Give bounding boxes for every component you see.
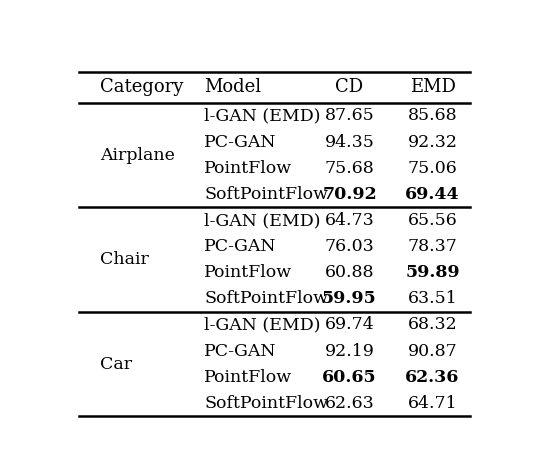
Text: 75.68: 75.68 <box>325 160 374 177</box>
Text: l-GAN (EMD): l-GAN (EMD) <box>204 108 321 125</box>
Text: PC-GAN: PC-GAN <box>204 343 277 359</box>
Text: Category: Category <box>100 79 184 96</box>
Text: 62.63: 62.63 <box>325 395 374 412</box>
Text: SoftPointFlow: SoftPointFlow <box>204 290 328 307</box>
Text: 85.68: 85.68 <box>408 108 457 125</box>
Text: PointFlow: PointFlow <box>204 264 292 281</box>
Text: PC-GAN: PC-GAN <box>204 238 277 255</box>
Text: l-GAN (EMD): l-GAN (EMD) <box>204 317 321 333</box>
Text: 70.92: 70.92 <box>322 186 377 203</box>
Text: 69.44: 69.44 <box>405 186 460 203</box>
Text: Model: Model <box>204 79 261 96</box>
Text: 68.32: 68.32 <box>408 317 457 333</box>
Text: 75.06: 75.06 <box>408 160 457 177</box>
Text: SoftPointFlow: SoftPointFlow <box>204 395 328 412</box>
Text: 64.71: 64.71 <box>408 395 457 412</box>
Text: 59.89: 59.89 <box>405 264 460 281</box>
Text: l-GAN (EMD): l-GAN (EMD) <box>204 212 321 229</box>
Text: 78.37: 78.37 <box>407 238 458 255</box>
Text: 90.87: 90.87 <box>408 343 457 359</box>
Text: PointFlow: PointFlow <box>204 160 292 177</box>
Text: 62.36: 62.36 <box>405 368 460 386</box>
Text: Chair: Chair <box>100 251 149 268</box>
Text: 59.95: 59.95 <box>322 290 377 307</box>
Text: 76.03: 76.03 <box>325 238 374 255</box>
Text: 87.65: 87.65 <box>325 108 374 125</box>
Text: Airplane: Airplane <box>100 147 175 164</box>
Text: PC-GAN: PC-GAN <box>204 134 277 150</box>
Text: 92.19: 92.19 <box>324 343 375 359</box>
Text: 92.32: 92.32 <box>407 134 458 150</box>
Text: CD: CD <box>336 79 363 96</box>
Text: 69.74: 69.74 <box>325 317 374 333</box>
Text: Car: Car <box>100 356 132 373</box>
Text: SoftPointFlow: SoftPointFlow <box>204 186 328 203</box>
Text: EMD: EMD <box>410 79 456 96</box>
Text: PointFlow: PointFlow <box>204 368 292 386</box>
Text: 65.56: 65.56 <box>408 212 457 229</box>
Text: 64.73: 64.73 <box>325 212 374 229</box>
Text: 63.51: 63.51 <box>408 290 457 307</box>
Text: 60.88: 60.88 <box>325 264 374 281</box>
Text: 60.65: 60.65 <box>322 368 377 386</box>
Text: 94.35: 94.35 <box>324 134 375 150</box>
